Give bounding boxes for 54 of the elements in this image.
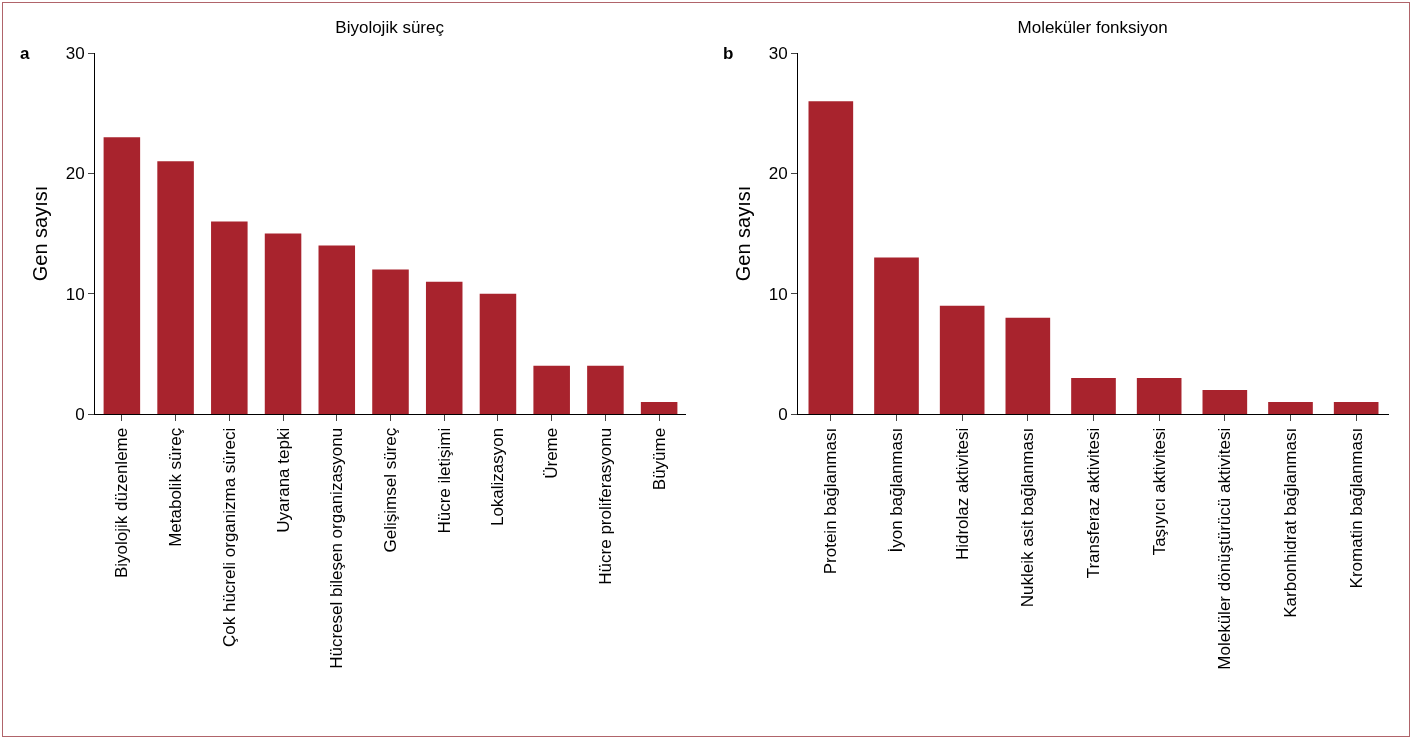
bar: [1136, 377, 1182, 414]
bar: [372, 269, 409, 414]
y-tick-label: 20: [768, 164, 788, 184]
x-tick-label: Üreme: [542, 427, 562, 479]
y-tick-label: 0: [778, 404, 788, 424]
bar: [211, 221, 248, 414]
x-tick-label: Taşıyıcı aktivitesi: [1149, 427, 1169, 556]
text: b: [723, 44, 734, 63]
text: a: [20, 44, 30, 63]
x-tick-label: Metabolik süreç: [166, 427, 186, 547]
y-tick-label: 10: [65, 284, 85, 304]
x-tick-label: Protein bağlanması: [821, 427, 841, 575]
bar: [1202, 389, 1248, 414]
y-tick-label: 30: [65, 43, 85, 63]
x-tick-label: Moleküler dönüştürücü aktivitesi: [1215, 427, 1235, 670]
y-tick-label: 10: [768, 284, 788, 304]
x-tick-label: Büyüme: [649, 427, 669, 491]
bar: [157, 161, 194, 414]
x-tick-label: Gelişimsel süreç: [381, 427, 401, 553]
x-tick-label: Biyolojik düzenleme: [112, 427, 132, 579]
y-axis-title: Gen sayısı: [732, 185, 755, 282]
x-tick-label: İyon bağlanması: [887, 427, 907, 553]
bar: [318, 245, 356, 414]
x-tick-label: Transferaz aktivitesi: [1084, 427, 1104, 579]
bar: [1005, 317, 1051, 414]
x-tick-label: Uyarana tepki: [273, 427, 293, 533]
y-tick-label: 30: [768, 43, 788, 63]
y-tick-label: 0: [75, 404, 85, 424]
bar: [1333, 401, 1379, 414]
bar: [874, 257, 919, 414]
x-tick-label: Kromatin bağlanması: [1346, 427, 1366, 589]
bar: [1268, 401, 1313, 414]
x-tick-label: Hücre iletişimi: [434, 427, 454, 534]
x-tick-label: Hidrolaz aktivitesi: [952, 427, 972, 561]
bar: [533, 365, 570, 414]
chart-title: Biyolojik süreç: [335, 18, 445, 38]
bar: [425, 281, 463, 414]
bar: [587, 365, 624, 414]
bar: [808, 101, 854, 414]
bar: [103, 137, 141, 414]
y-tick-label: 20: [65, 164, 85, 184]
bar: [264, 233, 302, 414]
x-tick-label: Lokalizasyon: [488, 427, 508, 527]
x-tick-label: Çok hücreli organizma süreci: [219, 427, 239, 647]
bar: [939, 305, 985, 414]
x-tick-label: Hücre proliferasyonu: [595, 427, 615, 585]
y-axis-title: Gen sayısı: [29, 185, 52, 282]
bar: [479, 293, 517, 414]
chart-title: Moleküler fonksiyon: [1017, 18, 1168, 38]
x-tick-label: Nukleik asit bağlanması: [1018, 427, 1038, 608]
bar: [1071, 377, 1116, 414]
x-tick-label: Hücresel bileşen organizasyonu: [327, 427, 347, 669]
x-tick-label: Karbonhidrat bağlanması: [1281, 427, 1301, 618]
bar: [640, 401, 678, 414]
